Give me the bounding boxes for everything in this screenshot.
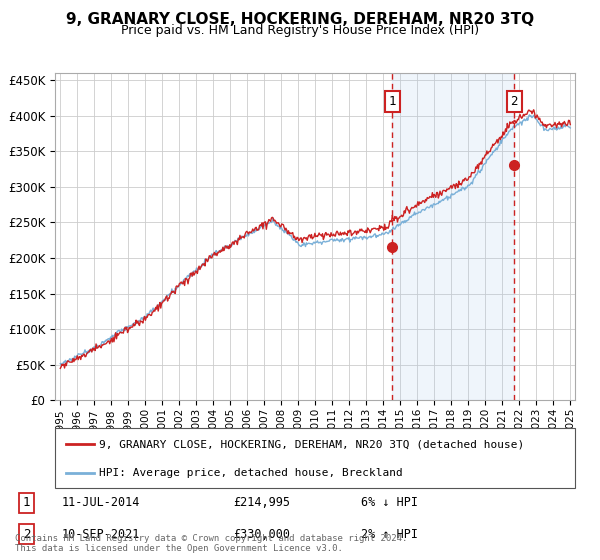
Text: HPI: Average price, detached house, Breckland: HPI: Average price, detached house, Brec… [100, 468, 403, 478]
Text: Contains HM Land Registry data © Crown copyright and database right 2024.
This d: Contains HM Land Registry data © Crown c… [15, 534, 407, 553]
Text: 10-SEP-2021: 10-SEP-2021 [61, 528, 140, 541]
Text: 2: 2 [511, 95, 518, 108]
Text: £214,995: £214,995 [233, 496, 290, 509]
Text: 6% ↓ HPI: 6% ↓ HPI [361, 496, 418, 509]
Text: 1: 1 [389, 95, 396, 108]
Text: 9, GRANARY CLOSE, HOCKERING, DEREHAM, NR20 3TQ (detached house): 9, GRANARY CLOSE, HOCKERING, DEREHAM, NR… [100, 439, 524, 449]
Text: 1: 1 [23, 496, 30, 509]
FancyBboxPatch shape [55, 428, 575, 488]
Text: 11-JUL-2014: 11-JUL-2014 [61, 496, 140, 509]
Text: £330,000: £330,000 [233, 528, 290, 541]
Text: 9, GRANARY CLOSE, HOCKERING, DEREHAM, NR20 3TQ: 9, GRANARY CLOSE, HOCKERING, DEREHAM, NR… [66, 12, 534, 27]
Text: 2% ↑ HPI: 2% ↑ HPI [361, 528, 418, 541]
Text: 2: 2 [23, 528, 30, 541]
Bar [392, 73, 514, 400]
Text: Price paid vs. HM Land Registry's House Price Index (HPI): Price paid vs. HM Land Registry's House … [121, 24, 479, 37]
